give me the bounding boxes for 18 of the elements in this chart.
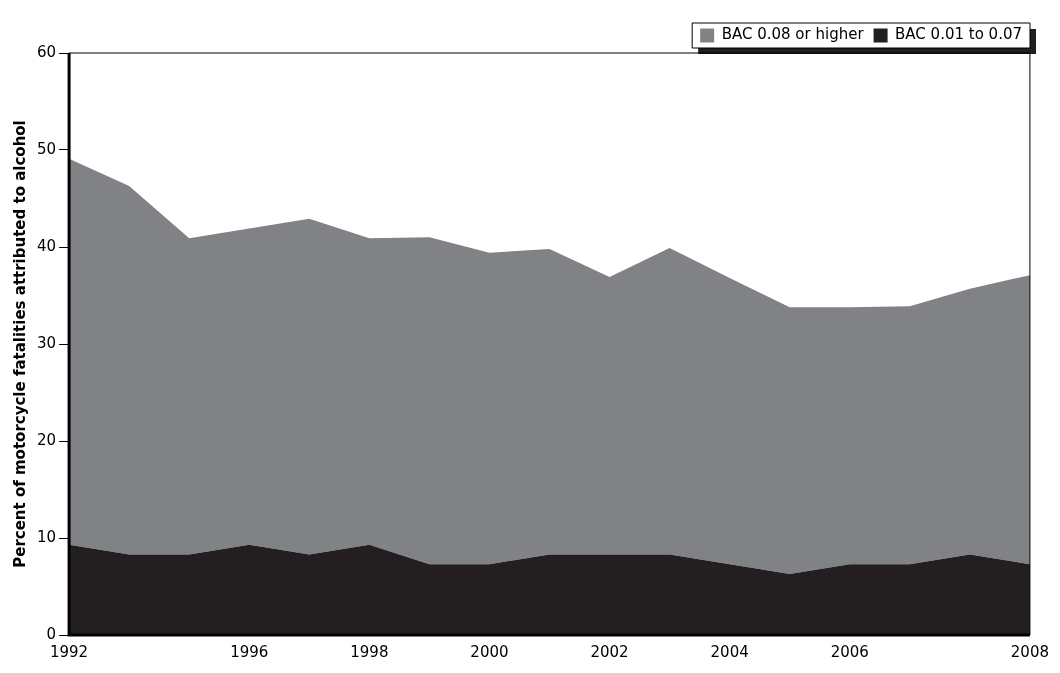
y-axis-title: Percent of motorcycle fatalities attributed to alcohol: [10, 120, 29, 568]
x-tick-label: 2002: [590, 642, 629, 661]
x-tick-label: 1996: [230, 642, 269, 661]
legend-label: BAC 0.01 to 0.07: [895, 25, 1022, 44]
x-tick-label: 2000: [470, 642, 509, 661]
x-tick-label: 2006: [830, 642, 869, 661]
y-tick-label: 10: [36, 527, 57, 546]
y-tick-label: 40: [36, 236, 57, 255]
x-tick-label: 1992: [49, 642, 89, 661]
x-tick-label: 1998: [350, 642, 389, 661]
legend-label: BAC 0.08 or higher: [721, 25, 865, 44]
x-tick-label: 2008: [1010, 642, 1050, 661]
y-tick-label: 50: [36, 139, 57, 158]
y-tick-label: 0: [46, 624, 57, 643]
y-tick-label: 20: [36, 430, 57, 449]
y-tick-label: 30: [36, 333, 57, 352]
y-tick-label: 60: [36, 42, 57, 61]
x-tick-label: 2004: [710, 642, 749, 661]
